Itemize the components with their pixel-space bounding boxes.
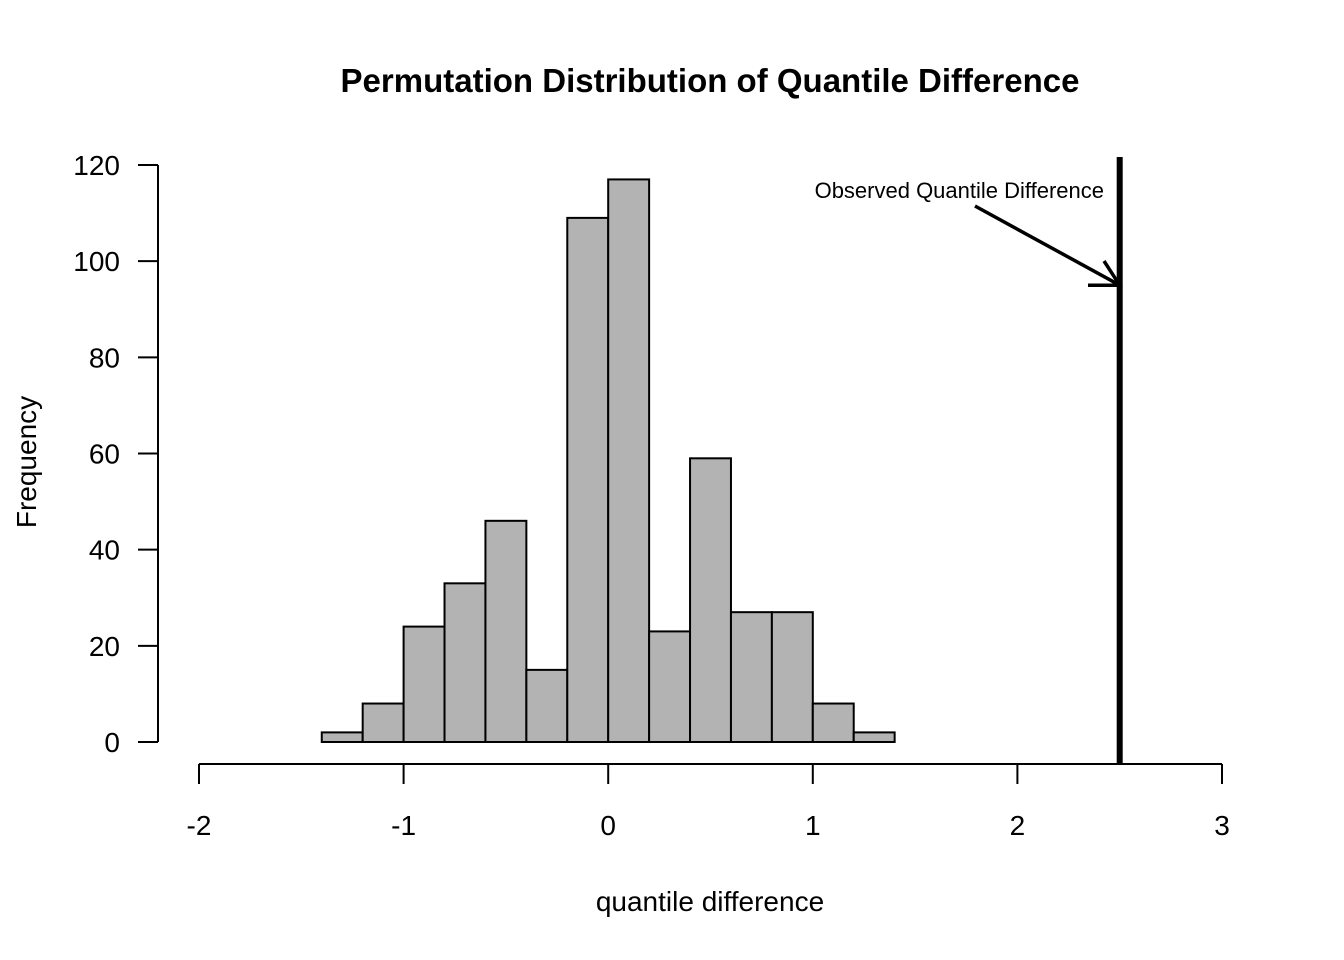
histogram-bar	[525, 668, 569, 743]
annotation-arrow	[974, 204, 1121, 287]
histogram-bar	[607, 178, 651, 744]
y-tick-label: 40	[89, 535, 120, 566]
histogram-bar	[729, 611, 773, 743]
x-tick-label: -1	[391, 810, 416, 841]
y-tick-label: 20	[89, 631, 120, 662]
y-tick-label: 0	[104, 727, 120, 758]
histogram-bar	[320, 731, 364, 744]
y-tick-label: 100	[73, 246, 120, 277]
y-tick-label: 120	[73, 150, 120, 181]
histogram-bar	[689, 457, 732, 743]
y-axis-label: Frequency	[11, 396, 42, 528]
histogram-bar	[852, 731, 896, 744]
arrow-head-icon	[1088, 260, 1123, 287]
y-tick-label: 80	[89, 342, 120, 373]
histogram-bar	[484, 519, 528, 743]
annotation-text: Observed Quantile Difference	[815, 178, 1104, 203]
x-tick-label: -2	[187, 810, 212, 841]
x-tick-label: 1	[805, 810, 821, 841]
histogram-bar	[770, 611, 814, 743]
histogram-bar	[648, 630, 692, 743]
y-tick-label: 60	[89, 439, 120, 470]
histogram-bar	[443, 582, 487, 744]
x-tick-label: 0	[600, 810, 616, 841]
x-tick-label: 2	[1010, 810, 1026, 841]
chart-title: Permutation Distribution of Quantile Dif…	[341, 62, 1080, 99]
x-tick-label: 3	[1214, 810, 1230, 841]
histogram-bar	[566, 216, 610, 743]
histogram-bar	[811, 702, 855, 743]
histogram-bar	[402, 625, 446, 743]
x-axis-label: quantile difference	[596, 886, 824, 917]
histogram-bar	[361, 702, 405, 743]
